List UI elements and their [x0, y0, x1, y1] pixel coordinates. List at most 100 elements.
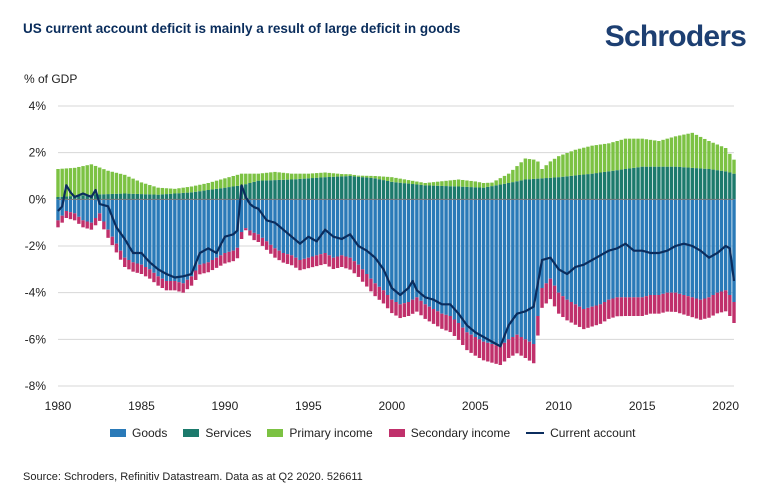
bar-segment	[715, 144, 720, 171]
bar-segment	[515, 166, 519, 182]
bar-segment	[569, 302, 573, 323]
x-axis-ticks: 1980 1985 1990 1995 2000 2005 2010 2015 2020	[45, 399, 740, 413]
bar-segment	[89, 222, 94, 230]
bar-segment	[102, 169, 106, 195]
bar-segment	[636, 167, 640, 200]
bar-segment	[732, 199, 736, 302]
x-tick-label: 1985	[128, 399, 155, 413]
bar-segment	[452, 319, 457, 336]
bar-segment	[431, 199, 436, 309]
bar-segment	[469, 334, 473, 353]
y-tick-label: 4%	[29, 99, 47, 113]
bar-segment	[356, 176, 361, 200]
bar-segment	[365, 274, 369, 287]
bar-segment	[557, 177, 561, 200]
bar-segment	[118, 193, 123, 200]
bar-segment	[294, 199, 298, 258]
bar-segment	[436, 311, 440, 327]
bar-segment	[68, 212, 73, 220]
bar-segment	[544, 199, 548, 284]
bar-segment	[582, 174, 586, 200]
bar-segment	[515, 181, 519, 200]
bar-segment	[202, 199, 206, 264]
bar-segment	[511, 199, 515, 337]
bar-segment	[93, 165, 98, 195]
bar-segment	[410, 184, 415, 200]
bar-segment	[390, 299, 394, 314]
bar-segment	[486, 199, 490, 343]
bar-segment	[260, 173, 265, 181]
bar-segment	[298, 260, 302, 271]
bar-segment	[189, 192, 194, 200]
bar-segment	[502, 175, 507, 184]
legend: Goods Services Primary income Secondary …	[110, 426, 652, 440]
bar-segment	[431, 185, 436, 200]
bar-segment	[586, 174, 590, 200]
bar-segment	[594, 199, 599, 306]
bar-segment	[569, 151, 573, 176]
bar-segment	[181, 283, 185, 293]
bar-segment	[627, 138, 632, 169]
bar-segment	[498, 178, 503, 185]
bar-segment	[189, 276, 194, 286]
bar-segment	[81, 195, 85, 200]
bar-segment	[728, 153, 732, 173]
bar-segment	[306, 199, 311, 258]
bar-segment	[619, 139, 624, 170]
bar-segment	[206, 190, 210, 200]
bar-segment	[64, 211, 69, 218]
bar-segment	[456, 323, 461, 340]
bar-segment	[114, 199, 119, 244]
bar-segment	[223, 178, 227, 188]
bar-segment	[77, 166, 81, 196]
bar-segment	[582, 147, 586, 175]
bar-segment	[573, 149, 578, 176]
bar-segment	[319, 172, 323, 178]
bar-segment	[623, 138, 628, 169]
bar-segment	[285, 173, 290, 180]
bar-segment	[373, 199, 377, 284]
bar-segment	[711, 199, 715, 295]
bar-segment	[385, 176, 390, 181]
bar-segment	[506, 183, 511, 200]
bar-segment	[410, 180, 415, 185]
bar-segment	[723, 199, 728, 291]
bar-segment	[223, 253, 227, 264]
bar-segment	[377, 199, 382, 287]
bar-segment	[72, 213, 77, 221]
bar-segment	[256, 173, 261, 181]
bar-segment	[494, 180, 498, 186]
bar-segment	[602, 199, 607, 302]
bar-segment	[156, 187, 160, 195]
bar-segment	[181, 192, 185, 200]
bar-segment	[323, 177, 327, 200]
bar-segment	[281, 199, 286, 253]
bar-segment	[106, 170, 110, 195]
bar-segment	[728, 172, 732, 200]
bar-segment	[277, 172, 281, 180]
bar-segment	[206, 262, 210, 273]
bar-segment	[193, 270, 198, 280]
bar-segment	[239, 173, 244, 186]
bar-segment	[127, 260, 131, 270]
legend-swatch-secondary-income	[388, 429, 405, 437]
bar-segment	[640, 166, 644, 200]
bar-segment	[369, 177, 373, 200]
bar-segment	[636, 199, 640, 298]
bar-segment	[264, 241, 269, 250]
bar-segment	[644, 139, 649, 167]
bar-segment	[381, 199, 386, 291]
bar-segment	[536, 178, 540, 200]
bar-segment	[148, 185, 152, 195]
bar-segment	[289, 199, 294, 256]
bar-segment	[594, 145, 599, 174]
bar-segment	[235, 247, 240, 259]
bar-segment	[715, 199, 720, 293]
bar-segment	[653, 166, 657, 200]
bar-segment	[89, 164, 94, 195]
bar-segment	[473, 181, 477, 188]
bar-segment	[682, 167, 686, 200]
bar-segment	[335, 199, 340, 257]
bar-segment	[486, 342, 490, 362]
bar-segment	[306, 257, 311, 269]
